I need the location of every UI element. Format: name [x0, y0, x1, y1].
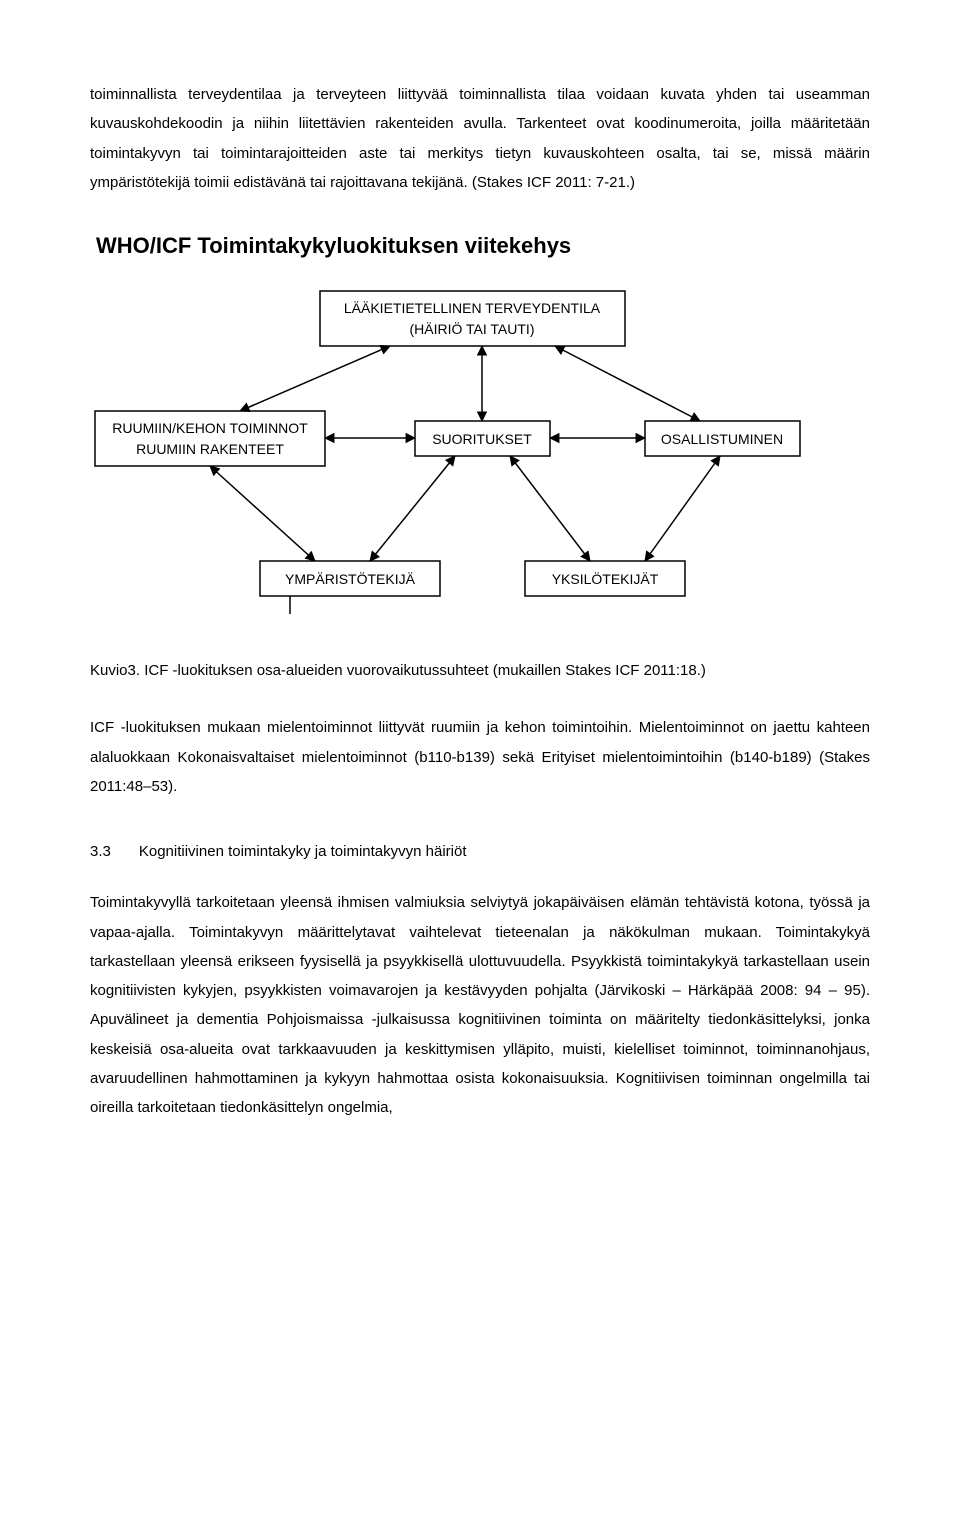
svg-text:LÄÄKIETIETELLINEN TERVEYDENTIL: LÄÄKIETIETELLINEN TERVEYDENTILA: [344, 300, 601, 316]
svg-text:YKSILÖTEKIJÄT: YKSILÖTEKIJÄT: [552, 570, 659, 587]
section-heading: 3.3 Kognitiivinen toimintakyky ja toimint…: [90, 837, 870, 866]
svg-text:YMPÄRISTÖTEKIJÄ: YMPÄRISTÖTEKIJÄ: [285, 570, 416, 587]
diagram-caption: Kuvio3. ICF -luokituksen osa-alueiden vu…: [90, 656, 870, 685]
diagram-title: WHO/ICF Toimintakykyluokituksen viitekeh…: [96, 225, 870, 268]
svg-text:SUORITUKSET: SUORITUKSET: [432, 431, 532, 447]
section-number: 3.3: [90, 837, 111, 866]
svg-text:RUUMIIN/KEHON TOIMINNOT: RUUMIIN/KEHON TOIMINNOT: [112, 420, 308, 436]
diagram-svg: LÄÄKIETIETELLINEN TERVEYDENTILA (HÄIRIÖ …: [90, 286, 850, 616]
icf-diagram: WHO/ICF Toimintakykyluokituksen viitekeh…: [90, 225, 870, 626]
paragraph-3: Toimintakyvyllä tarkoitetaan yleensä ihm…: [90, 888, 870, 1122]
svg-text:RUUMIIN RAKENTEET: RUUMIIN RAKENTEET: [136, 441, 284, 457]
svg-text:OSALLISTUMINEN: OSALLISTUMINEN: [661, 431, 783, 447]
svg-text:(HÄIRIÖ TAI TAUTI): (HÄIRIÖ TAI TAUTI): [410, 320, 535, 337]
section-title: Kognitiivinen toimintakyky ja toimintaky…: [139, 843, 467, 860]
paragraph-2: ICF -luokituksen mukaan mielentoiminnot …: [90, 713, 870, 801]
paragraph-1: toiminnallista terveydentilaa ja terveyt…: [90, 80, 870, 197]
